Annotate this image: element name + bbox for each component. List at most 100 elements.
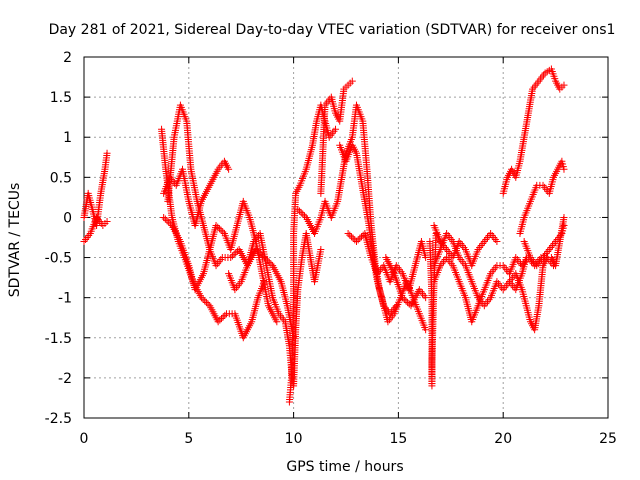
data-point-track-8 — [301, 168, 309, 176]
data-point-track-7 — [243, 264, 251, 272]
y-tick-label: 1.5 — [50, 90, 72, 106]
data-point-track-18 — [540, 71, 548, 79]
data-point-track-6 — [161, 215, 169, 223]
data-point-track-1 — [96, 192, 104, 200]
data-point-track-7 — [306, 251, 314, 259]
data-point-track-15 — [435, 248, 443, 256]
data-point-track-6 — [163, 217, 171, 225]
data-point-track-17 — [473, 304, 481, 312]
data-point-track-19 — [517, 283, 525, 291]
data-point-track-3 — [253, 296, 261, 304]
data-point-track-4 — [170, 135, 178, 143]
data-point-track-20 — [536, 181, 544, 189]
data-point-track-20 — [532, 184, 540, 192]
data-point-track-3 — [201, 297, 209, 305]
data-point-track-17 — [496, 262, 504, 270]
data-point-track-2 — [85, 231, 93, 239]
data-point-track-17 — [447, 260, 455, 268]
data-point-track-15 — [467, 275, 475, 283]
data-point-track-12 — [354, 236, 362, 244]
data-point-track-17 — [486, 272, 494, 280]
data-point-track-1 — [103, 152, 111, 160]
data-point-track-13 — [404, 298, 412, 306]
data-point-track-19 — [560, 216, 568, 224]
data-point-track-7 — [262, 259, 270, 267]
data-point-track-9 — [297, 209, 305, 217]
data-point-track-8 — [312, 119, 320, 127]
data-point-track-11 — [351, 147, 359, 155]
data-point-track-17 — [461, 291, 469, 299]
data-point-track-5 — [224, 163, 232, 171]
data-point-track-5 — [213, 167, 221, 175]
y-tick-label: 1 — [63, 130, 72, 146]
data-point-track-13 — [398, 291, 406, 299]
data-point-track-16 — [441, 244, 449, 252]
data-point-track-10 — [342, 83, 350, 91]
data-point-track-9 — [358, 115, 366, 123]
data-point-track-12 — [352, 238, 360, 246]
data-point-track-18 — [503, 176, 511, 184]
data-point-track-3 — [168, 211, 176, 219]
data-point-track-4 — [276, 276, 284, 284]
data-point-track-9 — [300, 212, 308, 220]
data-point-track-6 — [217, 226, 225, 234]
y-tick-label: -2.5 — [45, 411, 72, 427]
data-point-track-7 — [285, 340, 293, 348]
x-tick-label: 15 — [389, 431, 407, 447]
data-point-track-11 — [365, 219, 373, 227]
y-tick-label: 0.5 — [50, 170, 72, 186]
data-point-track-20 — [520, 216, 528, 224]
data-point-track-5 — [205, 183, 213, 191]
data-point-track-18 — [533, 79, 541, 87]
data-point-track-9 — [316, 216, 324, 224]
data-point-track-10 — [331, 107, 339, 115]
chart-title: Day 281 of 2021, Sidereal Day-to-day VTE… — [49, 22, 616, 38]
data-markers — [80, 65, 568, 406]
data-point-track-12 — [397, 268, 405, 276]
data-point-track-11 — [356, 171, 364, 179]
data-point-track-6 — [160, 213, 168, 221]
data-point-track-13 — [402, 297, 410, 305]
data-point-track-21 — [544, 248, 552, 256]
data-point-track-9 — [333, 200, 341, 208]
data-point-track-17 — [435, 264, 443, 272]
data-point-track-6 — [245, 211, 253, 219]
x-tick-label: 10 — [285, 431, 303, 447]
data-point-track-20 — [526, 200, 534, 208]
data-point-track-12 — [356, 234, 364, 242]
data-point-track-7 — [298, 256, 306, 264]
data-point-track-4 — [217, 256, 225, 264]
data-point-track-21 — [550, 240, 558, 248]
data-point-track-16 — [479, 240, 487, 248]
data-point-track-3 — [219, 313, 227, 321]
data-point-track-3 — [221, 311, 229, 319]
y-tick-label: 0 — [63, 210, 72, 226]
data-point-track-12 — [349, 234, 357, 242]
data-point-track-18 — [524, 111, 532, 119]
x-tick-label: 20 — [494, 431, 512, 447]
y-tick-label: -1 — [58, 291, 72, 307]
data-point-track-6 — [258, 267, 266, 275]
data-point-track-5 — [184, 195, 192, 203]
data-point-track-10 — [321, 103, 329, 111]
data-point-track-3 — [162, 163, 170, 171]
data-point-track-9 — [299, 210, 307, 218]
data-point-track-6 — [215, 225, 223, 233]
data-point-track-17 — [491, 264, 499, 272]
data-point-track-3 — [247, 320, 255, 328]
data-point-track-11 — [360, 195, 368, 203]
data-point-track-6 — [264, 299, 272, 307]
data-point-track-1 — [88, 203, 96, 211]
tick-labels: 0 5 10 15 20 25 -2.5 -2 -1.5 -1 -0.5 0 0.5 1 1.5 2 — [45, 50, 617, 447]
data-point-track-12 — [347, 233, 355, 241]
data-point-track-18 — [551, 75, 559, 83]
data-point-track-4 — [283, 300, 291, 308]
data-point-track-4 — [232, 249, 240, 257]
data-point-track-3 — [204, 300, 212, 308]
data-point-track-10 — [340, 87, 348, 95]
data-point-track-11 — [389, 312, 397, 320]
data-point-track-6 — [184, 259, 192, 267]
y-axis-label: SDTVAR / TECUs — [7, 183, 23, 298]
data-point-track-17 — [479, 288, 487, 296]
data-point-track-6 — [232, 224, 240, 232]
